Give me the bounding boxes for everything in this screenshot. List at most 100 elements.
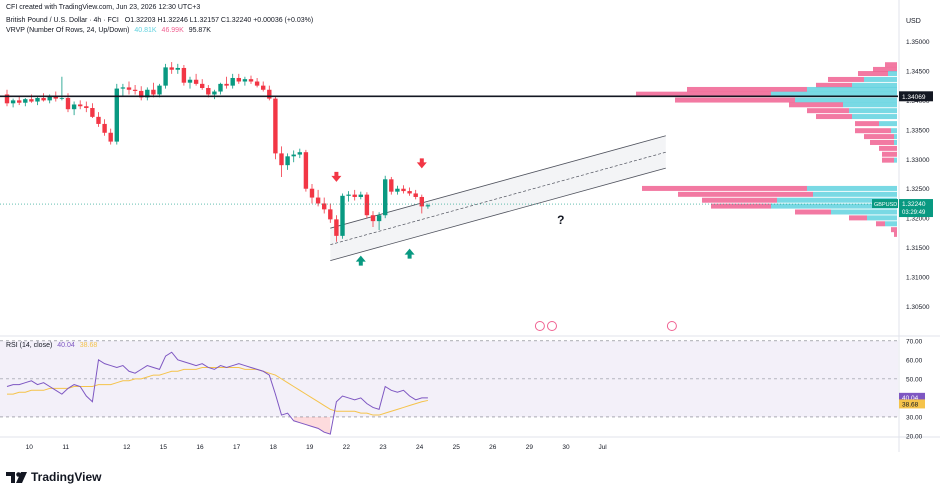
- candle-body: [126, 87, 132, 90]
- candle-body: [328, 209, 333, 220]
- candle-body: [96, 116, 101, 124]
- price-tick-label: 1.34000: [906, 98, 930, 105]
- candle-body: [78, 104, 83, 107]
- candle-body: [376, 215, 382, 222]
- candle-body: [401, 188, 406, 192]
- candle-body: [120, 87, 126, 89]
- candle-body: [193, 79, 199, 84]
- symbol-line[interactable]: British Pound / U.S. Dollar · 4h · FCI O…: [6, 17, 313, 24]
- candle-body: [169, 67, 174, 70]
- vrvp-label[interactable]: VRVP (Number Of Rows, 24, Up/Down): [6, 27, 130, 34]
- vrvp-total: 95.87K: [188, 27, 211, 34]
- candle-body: [114, 88, 119, 142]
- rsi-ma-tag-text: 38.68: [902, 401, 919, 408]
- candle-body: [413, 193, 418, 197]
- time-tick-label: 22: [343, 444, 351, 451]
- vp-up-bar: [831, 209, 897, 215]
- channel-mid-line: [330, 151, 666, 246]
- rsi-band-fill: [0, 340, 898, 417]
- candle-body: [139, 90, 144, 98]
- vp-down-bar: [816, 114, 852, 120]
- vp-up-bar: [864, 76, 897, 82]
- vp-down-bar: [882, 157, 894, 163]
- up-arrow-icon: [355, 255, 366, 266]
- candle-body: [285, 156, 290, 166]
- vp-up-bar: [894, 139, 897, 145]
- key-level-value: 1.34069: [902, 94, 926, 101]
- rsi-pane: [0, 340, 898, 435]
- candle-body: [389, 179, 394, 192]
- symbol-title[interactable]: British Pound / U.S. Dollar · 4h · FCI: [6, 17, 119, 24]
- vp-up-bar: [813, 191, 897, 197]
- candle-body: [212, 91, 217, 95]
- vp-down-bar: [891, 227, 897, 233]
- vp-down-bar: [675, 97, 795, 103]
- candle-body: [370, 215, 376, 222]
- candle-body: [309, 188, 315, 198]
- vp-down-bar: [879, 145, 897, 151]
- key-level-tag: [899, 91, 933, 102]
- time-tick-label: 24: [416, 444, 424, 451]
- currency-label[interactable]: USD: [906, 18, 921, 25]
- candle-body: [47, 96, 52, 101]
- vp-up-bar: [879, 121, 897, 127]
- time-tick-label: 15: [160, 444, 168, 451]
- vp-up-bar: [795, 97, 897, 103]
- candle-body: [10, 100, 16, 104]
- vp-up-bar: [885, 221, 897, 227]
- candle-body: [108, 132, 113, 142]
- flag-us-icon: [666, 321, 677, 331]
- vp-down-bar: [807, 108, 849, 114]
- candle-body: [352, 194, 357, 197]
- price-tag-countdown: 03:29:49: [902, 210, 926, 216]
- price-tick-label: 1.30500: [906, 304, 930, 311]
- candle-body: [65, 98, 71, 110]
- price-channel: [330, 135, 666, 261]
- candle-body: [315, 197, 321, 204]
- vp-up-bar: [894, 157, 897, 163]
- time-tick-label: 19: [306, 444, 314, 451]
- price-tag: [899, 199, 933, 218]
- candle-body: [407, 191, 412, 194]
- down-arrow-icon: [331, 171, 342, 182]
- candle-body: [291, 154, 296, 157]
- flag-uk-icon: [534, 321, 545, 331]
- price-tick-label: 1.33000: [906, 157, 930, 164]
- rsi-ma-text: 38.68: [79, 342, 98, 349]
- candle-body: [17, 100, 22, 103]
- vp-down-bar: [849, 215, 867, 221]
- candle-body: [35, 98, 40, 102]
- created-note: CFI created with TradingView.com, Jun 23…: [6, 4, 201, 11]
- candle-body: [419, 196, 424, 207]
- candle-body: [254, 81, 260, 86]
- candle-body: [279, 153, 284, 166]
- candle-body: [297, 152, 302, 155]
- grid: [0, 0, 940, 452]
- vp-down-bar: [678, 191, 813, 197]
- candle-body: [236, 77, 241, 82]
- candle-body: [163, 67, 168, 86]
- time-tick-label: 12: [123, 444, 131, 451]
- vp-up-bar: [777, 197, 897, 203]
- time-tick-label: 26: [489, 444, 497, 451]
- vp-down-bar: [828, 76, 864, 82]
- candle-body: [90, 108, 95, 117]
- candle-body: [340, 195, 345, 236]
- ohlc-values: O1.32203 H1.32246 L1.32157 C1.32240 +0.0…: [124, 17, 314, 24]
- up-arrow-icon: [404, 248, 415, 259]
- candle-body: [181, 67, 187, 83]
- tradingview-logo[interactable]: TradingView: [6, 470, 101, 484]
- rsi-label[interactable]: RSI (14, close): [6, 342, 53, 349]
- tradingview-logo-icon: [6, 471, 27, 483]
- vp-up-bar: [852, 114, 897, 120]
- symbol-tag: [872, 199, 898, 209]
- candle-body: [53, 96, 58, 99]
- rsi-value-text: 40.04: [57, 342, 75, 349]
- rsi-header[interactable]: RSI (14, close) 40.04 38.68: [6, 342, 97, 349]
- rsi-tick-label: 70.00: [906, 338, 923, 345]
- vrvp-line[interactable]: VRVP (Number Of Rows, 24, Up/Down) 40.81…: [6, 27, 211, 34]
- candle-body: [187, 79, 193, 83]
- vp-down-bar: [789, 102, 843, 108]
- vp-down-bar: [795, 209, 831, 215]
- candle-body: [84, 106, 89, 109]
